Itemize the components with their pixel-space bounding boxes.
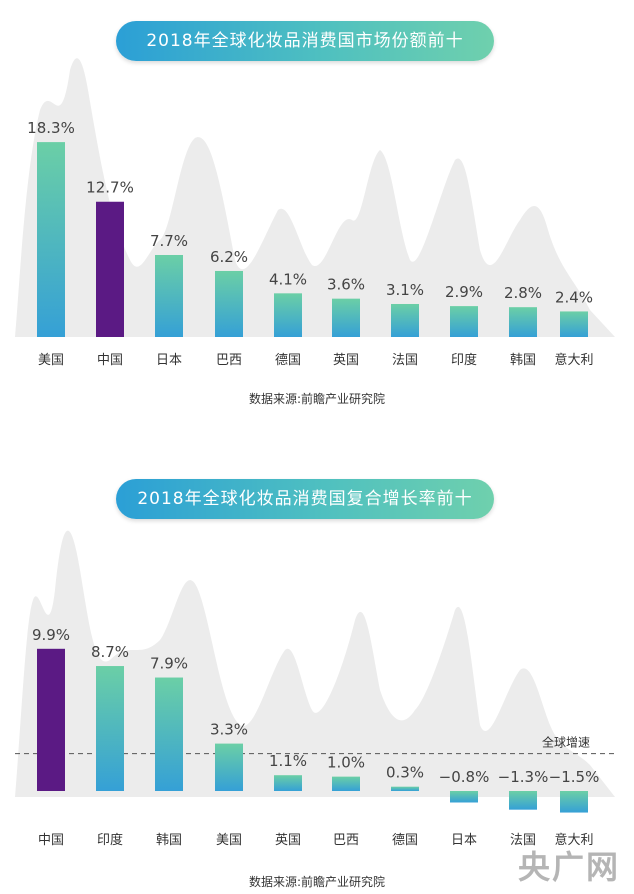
growth-rate-bar-chart: 全球增速 9.9% 中国 8.7% 印度 7.9% 韩国 3.3% 美国 1.1% 英国 1.0% 巴西… <box>15 530 615 848</box>
data-label-9: −1.5% <box>549 768 600 786</box>
bar-9 <box>560 791 588 813</box>
bar-4 <box>274 775 302 791</box>
bar-7 <box>450 306 478 337</box>
data-label-8: 2.8% <box>504 284 542 302</box>
category-label-7: 印度 <box>451 352 477 368</box>
bar-2 <box>155 677 183 791</box>
data-label-8: −1.3% <box>498 768 549 786</box>
bar-6 <box>391 786 419 791</box>
category-label-8: 法国 <box>510 833 536 848</box>
data-label-6: 0.3% <box>386 764 424 782</box>
data-label-6: 3.1% <box>386 281 424 299</box>
data-label-4: 4.1% <box>269 270 307 288</box>
data-label-3: 6.2% <box>210 248 248 266</box>
bar-7 <box>450 791 478 803</box>
data-label-5: 3.6% <box>327 276 365 294</box>
data-label-1: 8.7% <box>91 643 129 661</box>
category-label-2: 韩国 <box>156 833 182 848</box>
source-note-market-share: 数据来源:前瞻产业研究院 <box>248 392 386 406</box>
data-label-2: 7.9% <box>150 655 188 673</box>
category-label-5: 英国 <box>333 353 359 368</box>
bar-0 <box>37 142 65 337</box>
category-label-7: 日本 <box>451 833 477 848</box>
source-note-growth-rate: 数据来源:前瞻产业研究院 <box>248 875 386 889</box>
data-label-0: 18.3% <box>27 119 75 137</box>
category-label-2: 日本 <box>156 353 182 368</box>
bar-8 <box>509 307 537 337</box>
category-label-5: 巴西 <box>333 833 359 848</box>
data-label-7: −0.8% <box>439 768 490 786</box>
data-label-1: 12.7% <box>86 179 134 197</box>
category-label-0: 中国 <box>38 833 64 848</box>
data-label-4: 1.1% <box>269 752 307 770</box>
category-label-3: 巴西 <box>216 353 242 368</box>
category-label-0: 美国 <box>38 353 64 368</box>
bar-1 <box>96 666 124 791</box>
bar-8 <box>509 791 537 810</box>
category-label-4: 德国 <box>275 353 301 368</box>
market-share-bar-chart: 18.3% 美国 12.7% 中国 7.7% 日本 6.2% 巴西 4.1% 德国 3.6% 英国 3.… <box>15 58 615 368</box>
watermark-logo: 央广网 <box>517 848 620 886</box>
category-label-6: 法国 <box>392 353 418 368</box>
bar-4 <box>274 293 302 337</box>
category-label-8: 韩国 <box>510 353 536 368</box>
reference-line-label: 全球增速 <box>542 735 590 750</box>
bar-5 <box>332 298 360 337</box>
category-label-1: 印度 <box>97 832 123 848</box>
bar-6 <box>391 303 419 337</box>
bar-3 <box>215 743 243 791</box>
bar-3 <box>215 270 243 337</box>
data-label-0: 9.9% <box>32 626 70 644</box>
category-label-4: 英国 <box>275 833 301 848</box>
data-label-2: 7.7% <box>150 232 188 250</box>
category-label-3: 美国 <box>216 833 242 848</box>
category-label-9: 意大利 <box>554 352 593 368</box>
data-label-5: 1.0% <box>327 754 365 772</box>
bar-9 <box>560 311 588 337</box>
data-label-7: 2.9% <box>445 283 483 301</box>
category-label-9: 意大利 <box>554 832 593 848</box>
bar-5 <box>332 776 360 791</box>
data-label-3: 3.3% <box>210 721 248 739</box>
bar-2 <box>155 254 183 337</box>
bar-0 <box>37 648 65 791</box>
category-label-1: 中国 <box>97 353 123 368</box>
category-label-6: 德国 <box>392 833 418 848</box>
chart-title-market-share: 2018年全球化妆品消费国市场份额前十 <box>116 21 494 61</box>
chart-title-growth-rate: 2018年全球化妆品消费国复合增长率前十 <box>116 479 494 519</box>
data-label-9: 2.4% <box>555 288 593 306</box>
bar-1 <box>96 201 124 337</box>
